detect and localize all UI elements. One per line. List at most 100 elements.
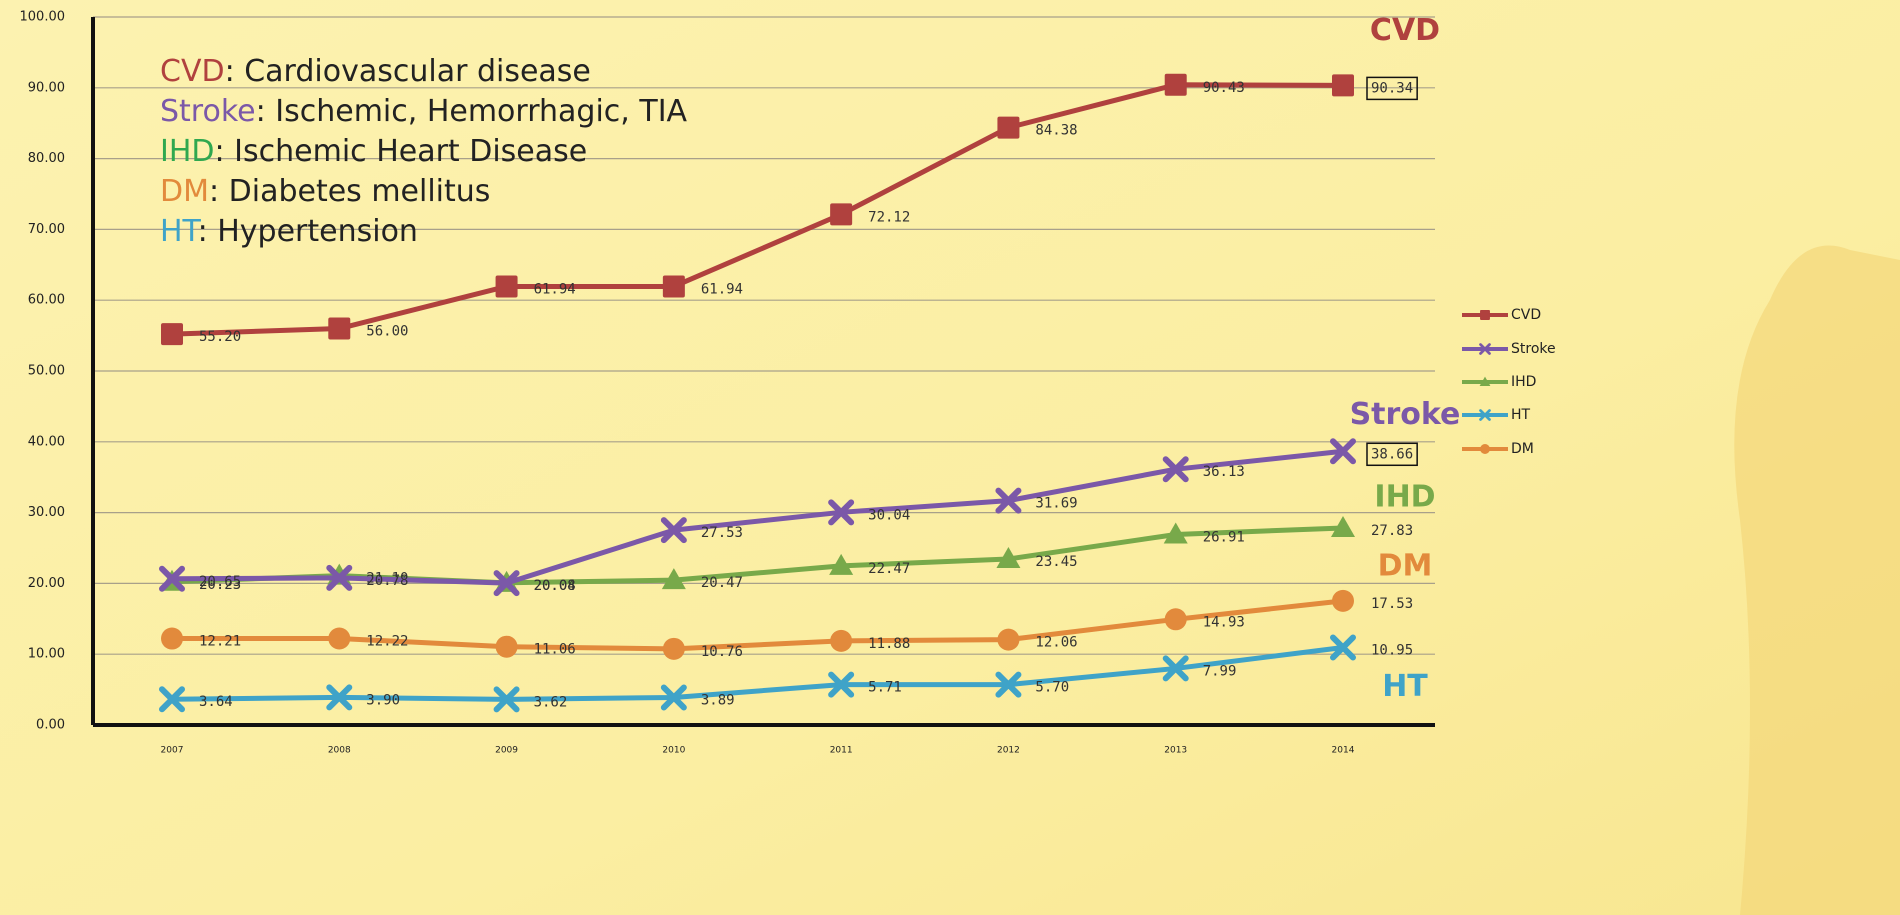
legend-marker — [1479, 409, 1491, 421]
marker — [828, 499, 855, 526]
marker — [828, 671, 855, 698]
x-tick-label: 2011 — [830, 746, 853, 756]
x-tick-label: 2010 — [662, 746, 685, 756]
marker — [326, 564, 353, 591]
series-end-label: HT — [1382, 669, 1428, 704]
value-label: 27.83 — [1371, 523, 1413, 539]
marker — [661, 568, 686, 590]
value-label: 26.91 — [1203, 529, 1245, 545]
marker — [662, 275, 685, 298]
definition-term: Stroke — [160, 94, 256, 129]
marker — [1164, 73, 1187, 96]
definition: HT: Hypertension — [160, 214, 418, 249]
legend-label: DM — [1511, 441, 1534, 457]
value-label: 61.94 — [701, 281, 743, 297]
value-label: 36.13 — [1203, 464, 1245, 480]
value-label: 3.64 — [199, 694, 233, 710]
value-label: 61.94 — [534, 281, 576, 297]
y-tick-label: 80.00 — [28, 151, 65, 166]
marker — [493, 570, 520, 597]
marker — [1162, 456, 1189, 483]
marker — [830, 629, 853, 652]
y-tick-label: 20.00 — [28, 576, 65, 591]
value-label: 7.99 — [1203, 663, 1237, 679]
value-label: 23.45 — [1035, 554, 1077, 570]
marker — [1164, 608, 1187, 631]
marker — [829, 553, 854, 575]
definition-text: : Diabetes mellitus — [209, 174, 490, 209]
marker — [1332, 74, 1354, 97]
value-label: 20.78 — [366, 573, 408, 589]
value-label: 10.95 — [1371, 642, 1413, 658]
marker — [159, 686, 185, 713]
definition: CVD: Cardiovascular disease — [160, 54, 591, 89]
value-label: 12.21 — [199, 634, 241, 650]
y-tick-label: 90.00 — [28, 80, 65, 95]
marker — [996, 546, 1021, 568]
marker — [1163, 522, 1188, 544]
value-label: 12.06 — [1035, 635, 1077, 651]
x-tick-label: 2013 — [1164, 746, 1187, 756]
x-tick-label: 2008 — [328, 746, 351, 756]
marker — [1162, 655, 1189, 682]
definition-text: : Hypertension — [198, 214, 418, 249]
value-label: 3.62 — [534, 694, 568, 710]
definition-term: HT — [160, 214, 202, 249]
marker — [161, 323, 183, 346]
y-tick-label: 50.00 — [28, 364, 65, 379]
series-end-label: CVD — [1370, 13, 1440, 48]
series-line — [171, 82, 1344, 337]
y-tick-label: 0.00 — [36, 718, 65, 733]
definition-term: CVD — [160, 54, 225, 89]
marker — [495, 275, 518, 298]
value-label-box — [1366, 76, 1418, 101]
legend-marker — [1479, 343, 1491, 355]
value-label: 3.89 — [701, 692, 735, 708]
legend-label: HT — [1511, 407, 1531, 423]
value-label: 10.76 — [701, 644, 743, 660]
marker — [1330, 634, 1356, 661]
x-tick-label: 2009 — [495, 746, 518, 756]
marker — [1331, 515, 1355, 537]
value-label: 12.22 — [366, 633, 408, 649]
legend-marker — [1479, 376, 1491, 387]
marker — [995, 671, 1022, 698]
legend-label: IHD — [1511, 374, 1536, 390]
marker — [1330, 438, 1356, 465]
definition: Stroke: Ischemic, Hemorrhagic, TIA — [160, 94, 688, 129]
value-label: 20.65 — [199, 574, 241, 590]
definition-text: : Cardiovascular disease — [225, 54, 591, 89]
x-tick-label: 2012 — [997, 746, 1020, 756]
definition-text: : Ischemic, Hemorrhagic, TIA — [256, 94, 688, 129]
value-label: 31.69 — [1035, 496, 1077, 512]
value-label: 30.04 — [868, 507, 910, 523]
value-label: 56.00 — [366, 324, 408, 340]
y-tick-label: 100.00 — [20, 10, 66, 25]
value-label: 72.12 — [868, 209, 910, 225]
decoration — [1734, 245, 1900, 915]
y-tick-label: 60.00 — [28, 293, 65, 308]
value-label: 38.66 — [1371, 446, 1413, 462]
y-tick-label: 70.00 — [28, 222, 65, 237]
series-end-label: DM — [1378, 548, 1433, 583]
value-label: 11.88 — [868, 636, 910, 652]
value-label: 90.43 — [1203, 80, 1245, 96]
value-label: 22.47 — [868, 561, 910, 577]
marker — [328, 627, 351, 650]
series-line — [171, 448, 1344, 586]
value-label: 20.04 — [534, 578, 576, 594]
value-label: 11.06 — [534, 642, 576, 658]
value-label: 90.34 — [1371, 80, 1413, 96]
series-end-label: Stroke — [1350, 397, 1461, 432]
value-label: 5.71 — [868, 680, 902, 696]
value-label: 20.47 — [701, 575, 743, 591]
value-label: 17.53 — [1371, 596, 1413, 612]
marker — [161, 627, 183, 650]
legend-label: CVD — [1511, 307, 1541, 323]
marker — [830, 203, 853, 226]
value-label: 55.20 — [199, 329, 241, 345]
marker — [660, 684, 687, 711]
value-label: 84.38 — [1035, 123, 1077, 139]
